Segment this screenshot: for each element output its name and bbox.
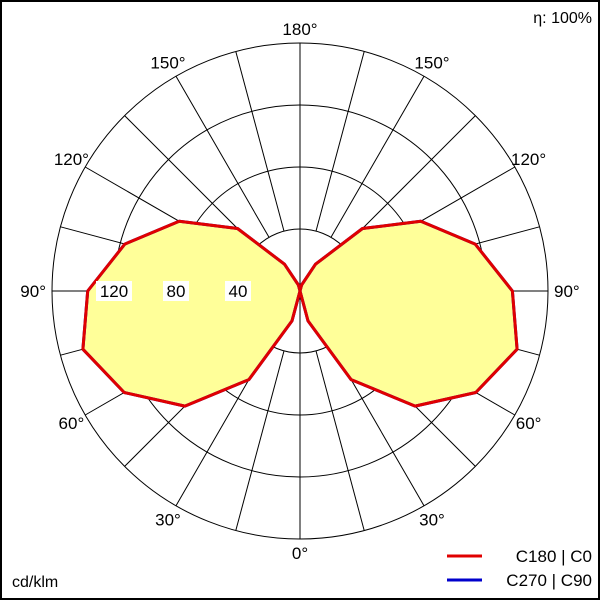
grid-spoke-345 — [235, 350, 285, 531]
radial-label-bg — [225, 281, 251, 301]
grid-spoke-15 — [315, 350, 365, 531]
legend-label: C180 | C0 — [516, 547, 592, 566]
radial-label-bg — [163, 281, 189, 301]
grid-spoke-165 — [315, 51, 365, 232]
angle-label-60-right: 60° — [516, 414, 542, 433]
grid-spoke-135 — [343, 115, 476, 248]
radial-tick-label: 80 — [167, 282, 186, 301]
angle-label-180-center: 180° — [282, 20, 317, 39]
radial-tick-label: 120 — [100, 282, 128, 301]
efficiency-label: η: 100% — [533, 10, 592, 27]
angle-label-90-right: 90° — [554, 282, 580, 301]
unit-label: cd/klm — [12, 574, 58, 591]
radial-label-bg — [96, 281, 132, 301]
angle-label-30-left: 30° — [155, 511, 181, 530]
grid-spoke-150 — [330, 75, 425, 238]
angle-label-0-center: 0° — [292, 544, 308, 563]
grid-spoke-210 — [175, 75, 270, 238]
angle-label-60-left: 60° — [59, 414, 85, 433]
angle-label-30-right: 30° — [419, 511, 445, 530]
angle-label-120-right: 120° — [511, 150, 546, 169]
angle-tick-labels: 180° 150° 150° 120° 120° 90° 90° 60° 60° 30° 30° 0° — [20, 20, 579, 563]
radial-tick-labels: 40 80 120 — [96, 281, 251, 301]
angle-label-150-right: 150° — [414, 53, 449, 72]
radial-tick-label: 40 — [229, 282, 248, 301]
intensity-fill-area — [82, 221, 518, 407]
grid-spoke-225 — [124, 115, 257, 248]
legend-label: C270 | C90 — [506, 571, 592, 590]
angle-label-90-left: 90° — [20, 282, 46, 301]
legend: C180 | C0 C270 | C90 — [447, 547, 592, 590]
angle-label-150-left: 150° — [150, 53, 185, 72]
angle-label-120-left: 120° — [54, 150, 89, 169]
series-line-c180-c0 — [81, 219, 519, 408]
intensity-curves — [81, 219, 519, 408]
grid-spoke-195 — [235, 51, 285, 232]
